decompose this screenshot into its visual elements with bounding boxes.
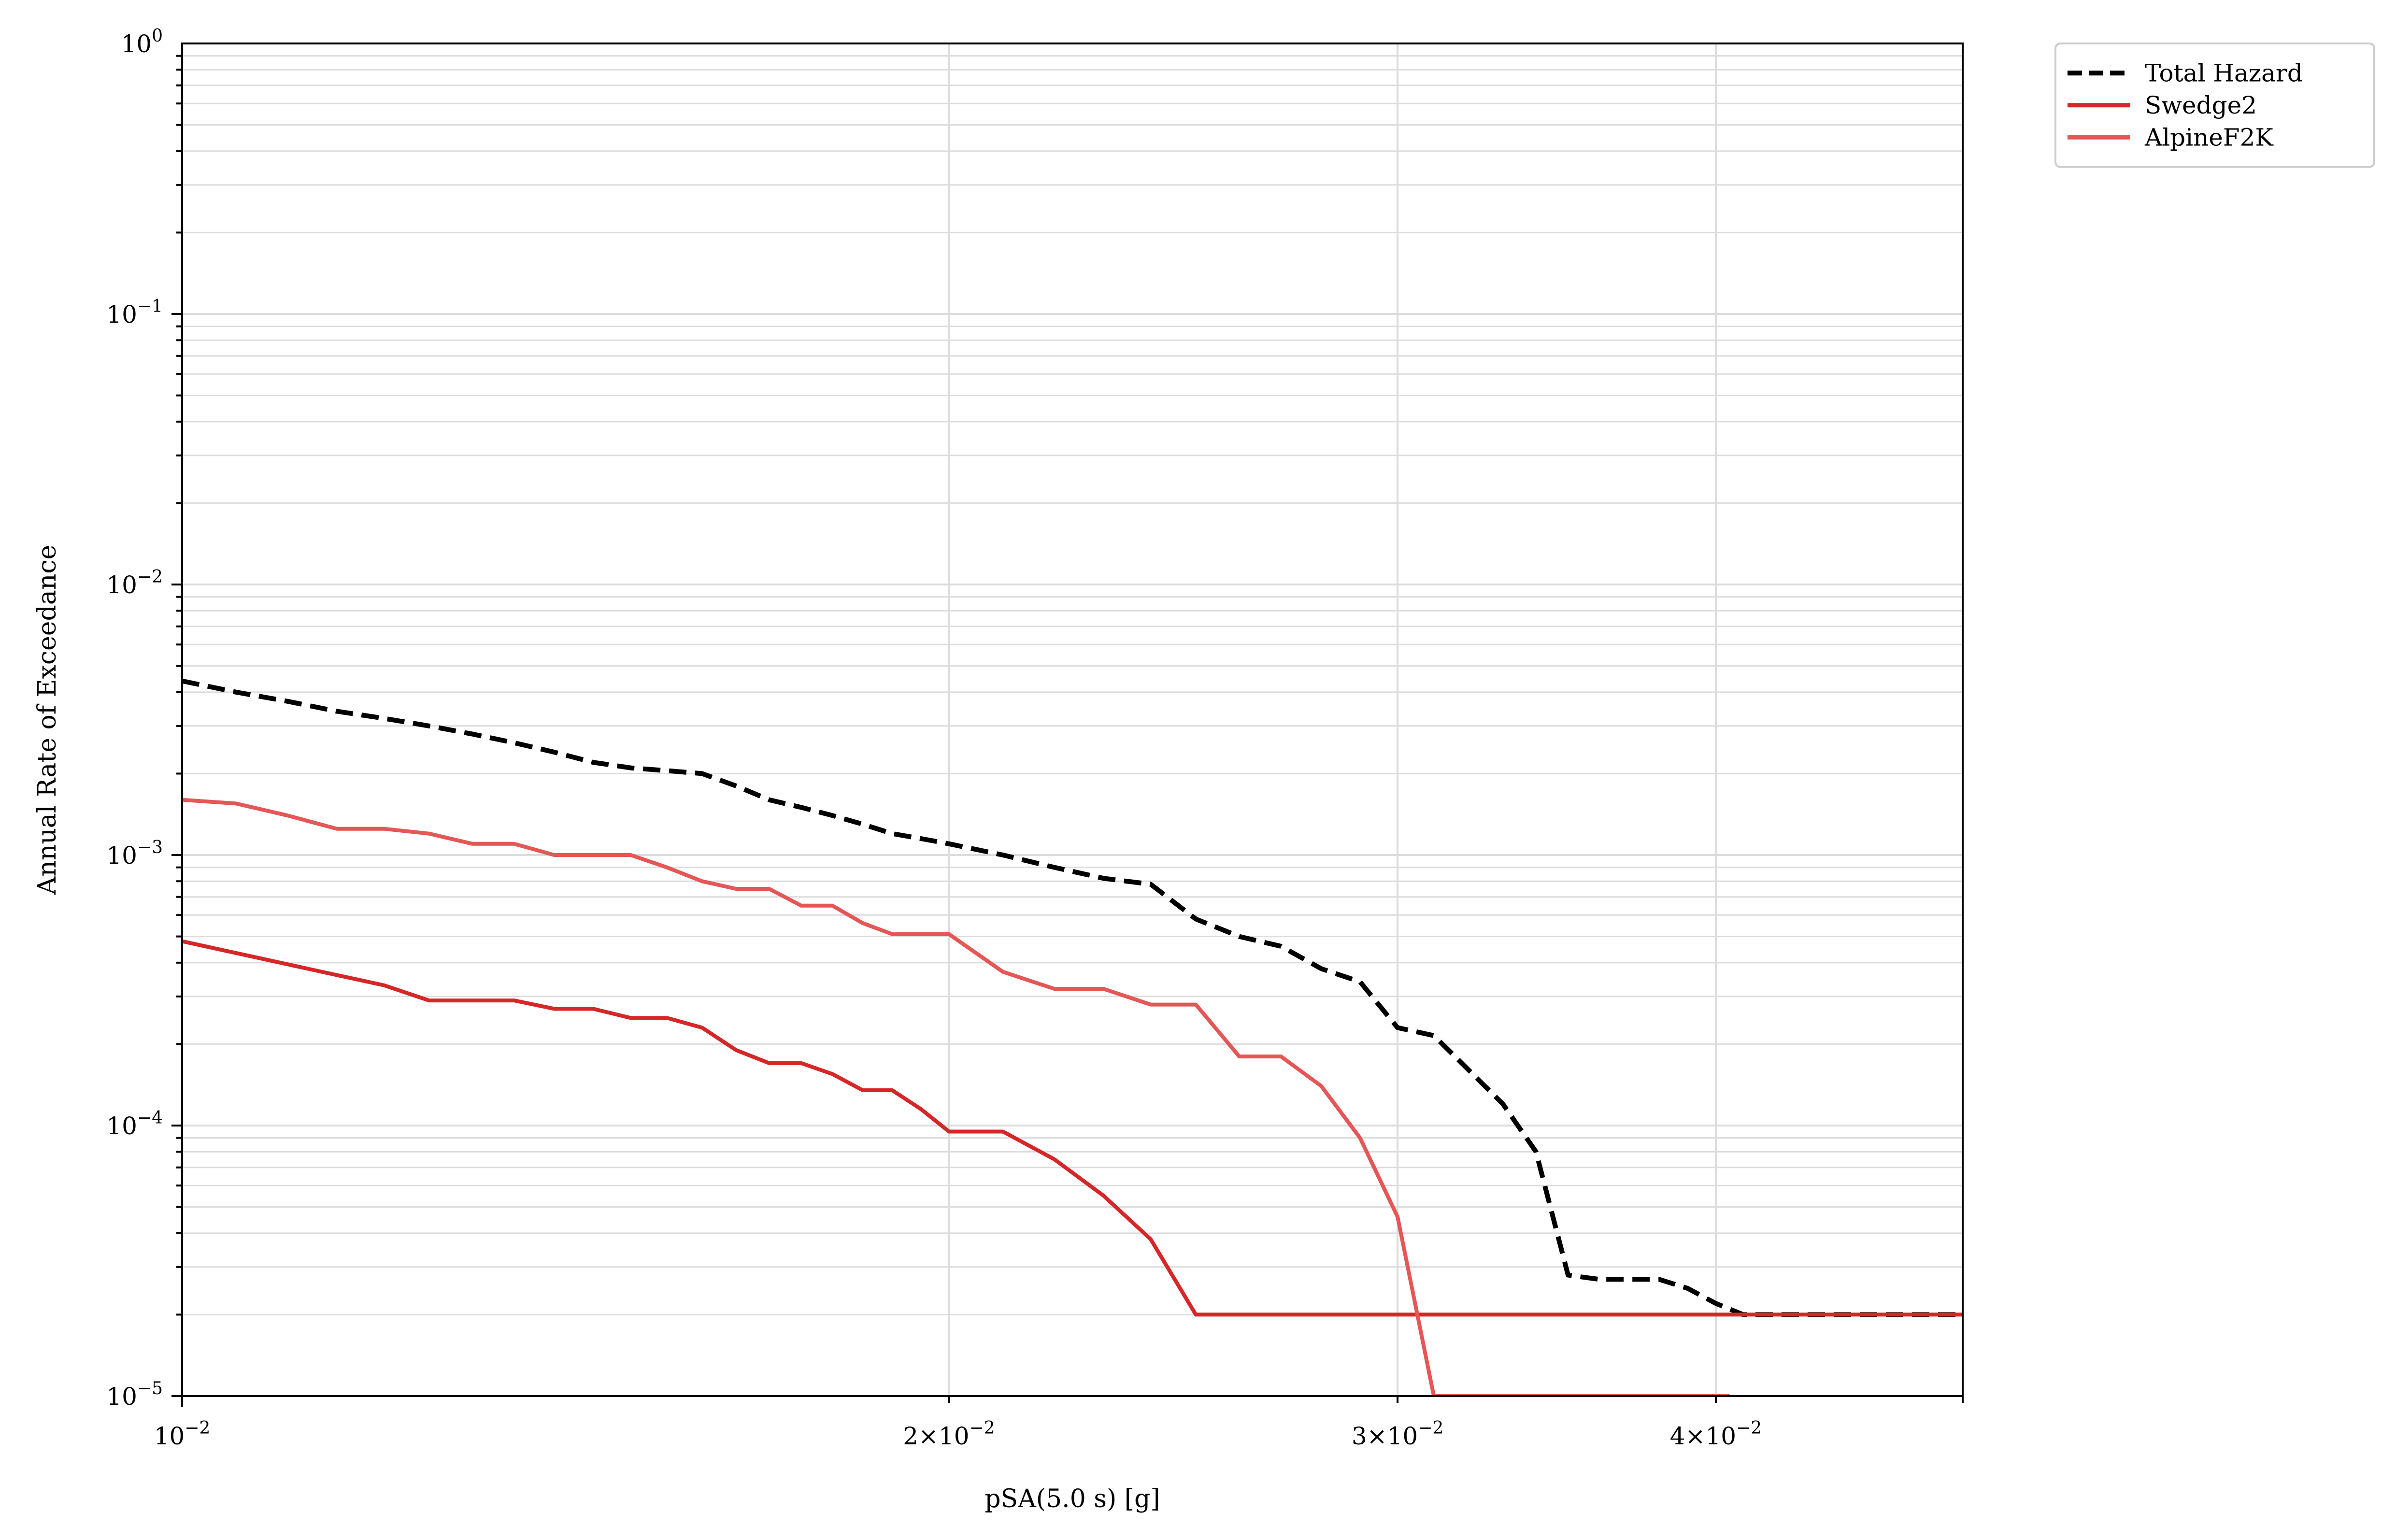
series-group	[182, 678, 1963, 1396]
x-axis-label: pSA(5.0 s) [g]	[984, 1484, 1160, 1513]
y-tick-label: 10−5	[106, 1379, 163, 1411]
series-line-alpinef2k	[182, 798, 1730, 1396]
series-line-swedge2	[182, 939, 1963, 1317]
x-tick-label: 4×10−2	[1670, 1418, 1762, 1450]
y-tick-label: 10−4	[106, 1108, 163, 1140]
legend-label: Total Hazard	[2145, 59, 2303, 87]
y-axis-label: Annual Rate of Exceedance	[33, 545, 62, 895]
legend-box	[2054, 43, 2375, 168]
axis-ticks: 10−2 2×10−2 3×10−2 4×10−2 10−5 10−4 10−3 10−2 10…	[106, 26, 1964, 1450]
series-layer	[182, 678, 1963, 1396]
y-tick-label: 10−1	[106, 297, 163, 328]
legend-label: AlpineF2K	[2144, 123, 2274, 151]
grid	[181, 43, 1963, 1397]
x-tick-label: 3×10−2	[1352, 1418, 1443, 1450]
legend-label: Swedge2	[2145, 91, 2257, 119]
plot-frame	[181, 43, 1964, 1397]
x-tick-label: 10−2	[154, 1418, 211, 1450]
y-tick-label: 10−2	[106, 567, 163, 599]
x-tick-label: 2×10−2	[903, 1418, 995, 1450]
legend: Total Hazard Swedge2 AlpineF2K	[2054, 43, 2375, 168]
y-tick-label: 10−3	[106, 838, 163, 870]
y-tick-label: 100	[121, 26, 163, 58]
